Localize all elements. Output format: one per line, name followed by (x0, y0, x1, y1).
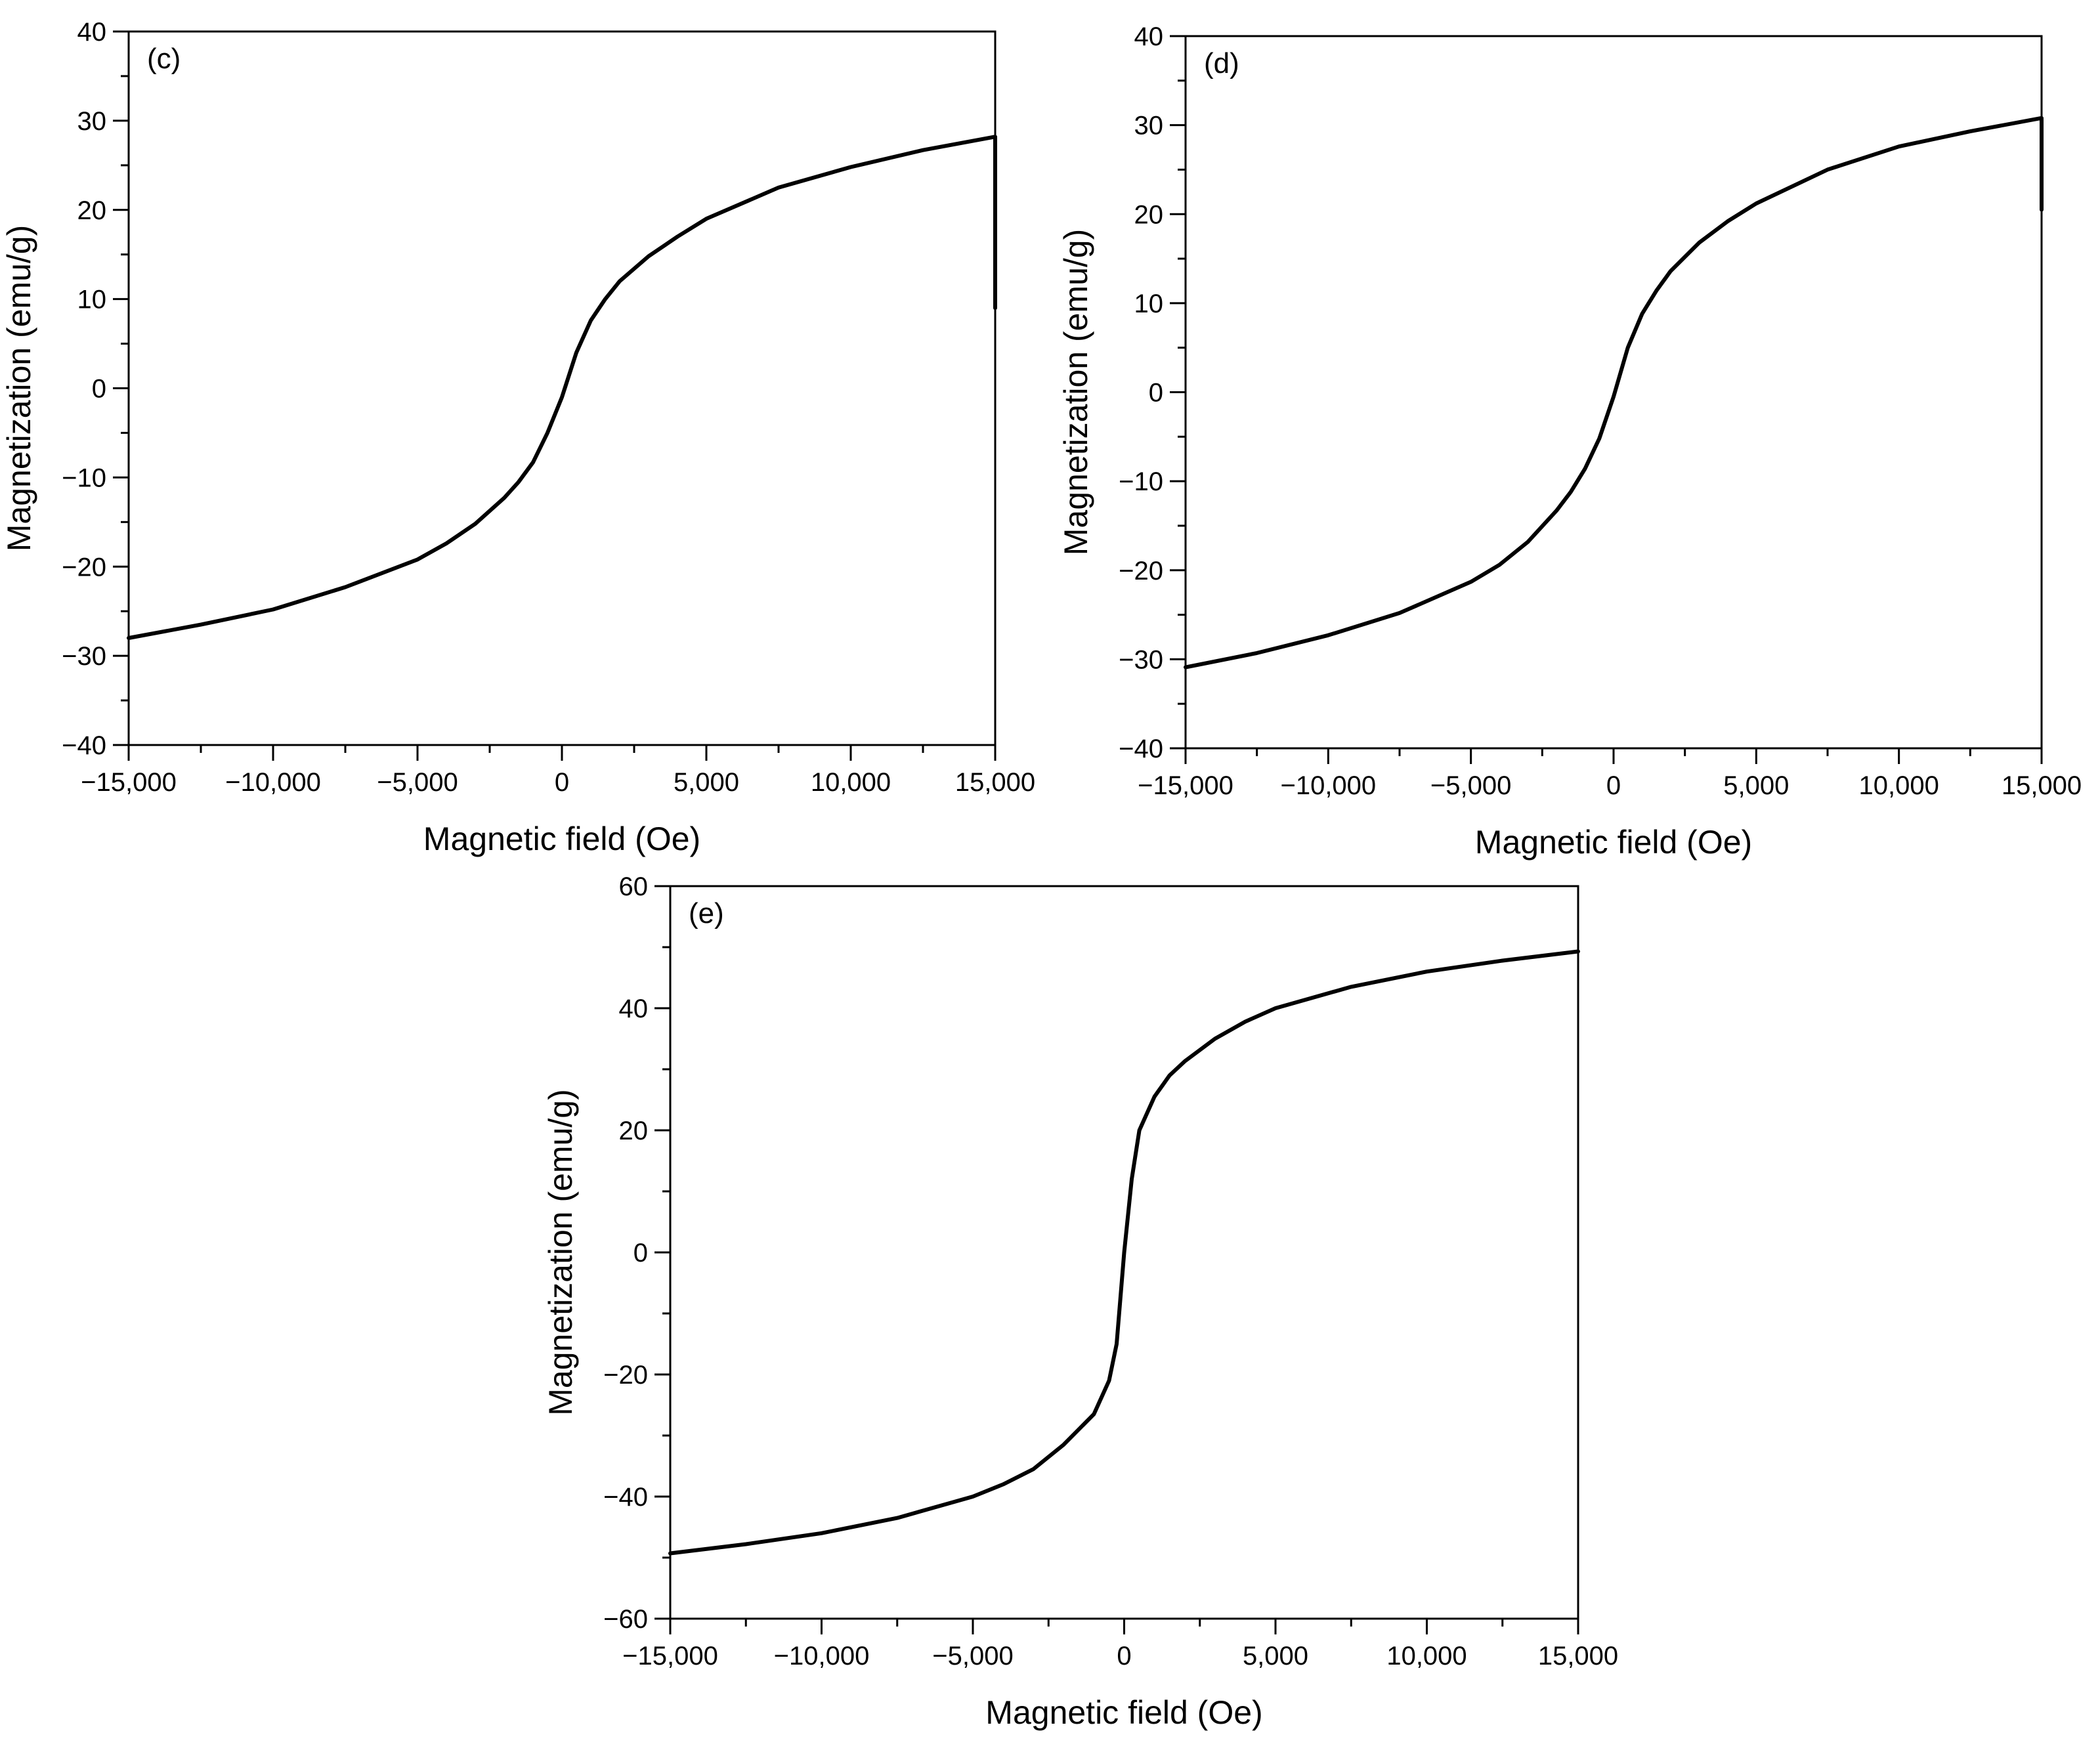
x-tick-label: 5,000 (1723, 771, 1789, 800)
y-tick-label: −20 (1119, 557, 1163, 586)
x-tick-label: 10,000 (1858, 771, 1939, 800)
chart-panel-e: −15,000 −10,000 −5,000 0 5,000 10,000 15,000 −6… (542, 872, 1618, 1731)
x-tick-label: 0 (555, 768, 569, 797)
y-tick-label: 40 (77, 18, 107, 47)
y-tick-label: 20 (1134, 200, 1164, 229)
y-tick-label: 10 (77, 286, 107, 314)
y-tick-label: −40 (62, 731, 106, 760)
x-axis-title: Magnetic field (Oe) (985, 1694, 1262, 1731)
magnetization-curve (668, 949, 1580, 1556)
y-axis-title: Magnetization (emu/g) (542, 1089, 579, 1415)
x-tick-label: 10,000 (1386, 1642, 1467, 1671)
y-tick-label: 10 (1134, 289, 1164, 318)
chart-panel-d: −15,000 −10,000 −5,000 0 5,000 10,000 15,000 −4… (1058, 22, 2082, 861)
x-tick-label: 0 (1606, 771, 1621, 800)
y-tick-label: −30 (62, 642, 106, 671)
x-tick-label: 10,000 (811, 768, 891, 797)
x-tick-label: −10,000 (225, 768, 321, 797)
x-axis-title: Magnetic field (Oe) (1475, 824, 1752, 861)
y-tick-label: −20 (603, 1361, 648, 1390)
x-axis-title: Magnetic field (Oe) (423, 820, 700, 857)
x-tick-label: 15,000 (955, 768, 1035, 797)
y-tick-label: −40 (1119, 735, 1163, 763)
y-tick-label: −30 (1119, 645, 1163, 674)
magnetization-curve (1184, 116, 2044, 670)
x-tick-label: −5,000 (377, 768, 458, 797)
x-tick-label: −10,000 (1280, 771, 1376, 800)
panel-label: (d) (1204, 47, 1239, 79)
y-tick-label: 60 (619, 872, 649, 901)
x-tick-label: −5,000 (932, 1642, 1013, 1671)
y-tick-label: 20 (619, 1117, 649, 1145)
y-tick-label: −10 (1119, 467, 1163, 496)
y-tick-label: −40 (603, 1483, 648, 1512)
y-tick-label: 40 (1134, 22, 1164, 51)
y-axis-title: Magnetization (emu/g) (1, 225, 37, 551)
x-tick-label: 0 (1117, 1642, 1131, 1671)
y-tick-label: 30 (77, 107, 107, 136)
y-tick-label: −10 (62, 463, 106, 492)
panel-label: (c) (147, 43, 181, 75)
x-tick-label: −15,000 (1138, 771, 1233, 800)
x-tick-label: −10,000 (774, 1642, 870, 1671)
y-tick-label: 0 (1149, 379, 1163, 408)
chart-panel-c: −15,000 −10,000 −5,000 0 5,000 10,000 15,000 −4… (1, 18, 1035, 857)
x-tick-label: −15,000 (81, 768, 177, 797)
x-tick-label: 15,000 (2002, 771, 2082, 800)
x-tick-label: −15,000 (622, 1642, 718, 1671)
y-tick-label: 40 (619, 994, 649, 1023)
y-tick-label: −20 (62, 553, 106, 582)
x-tick-label: 5,000 (1243, 1642, 1308, 1671)
panel-label: (e) (689, 897, 724, 929)
x-tick-label: 15,000 (1538, 1642, 1618, 1671)
magnetization-curve (127, 135, 997, 640)
y-tick-label: 30 (1134, 112, 1164, 140)
y-tick-label: 0 (92, 375, 106, 404)
y-tick-label: 20 (77, 196, 107, 225)
plot-frame (127, 30, 996, 746)
y-tick-label: −60 (603, 1605, 648, 1634)
y-tick-label: 0 (633, 1239, 648, 1267)
y-axis-title: Magnetization (emu/g) (1058, 229, 1094, 555)
x-tick-label: 5,000 (674, 768, 739, 797)
x-tick-label: −5,000 (1430, 771, 1511, 800)
